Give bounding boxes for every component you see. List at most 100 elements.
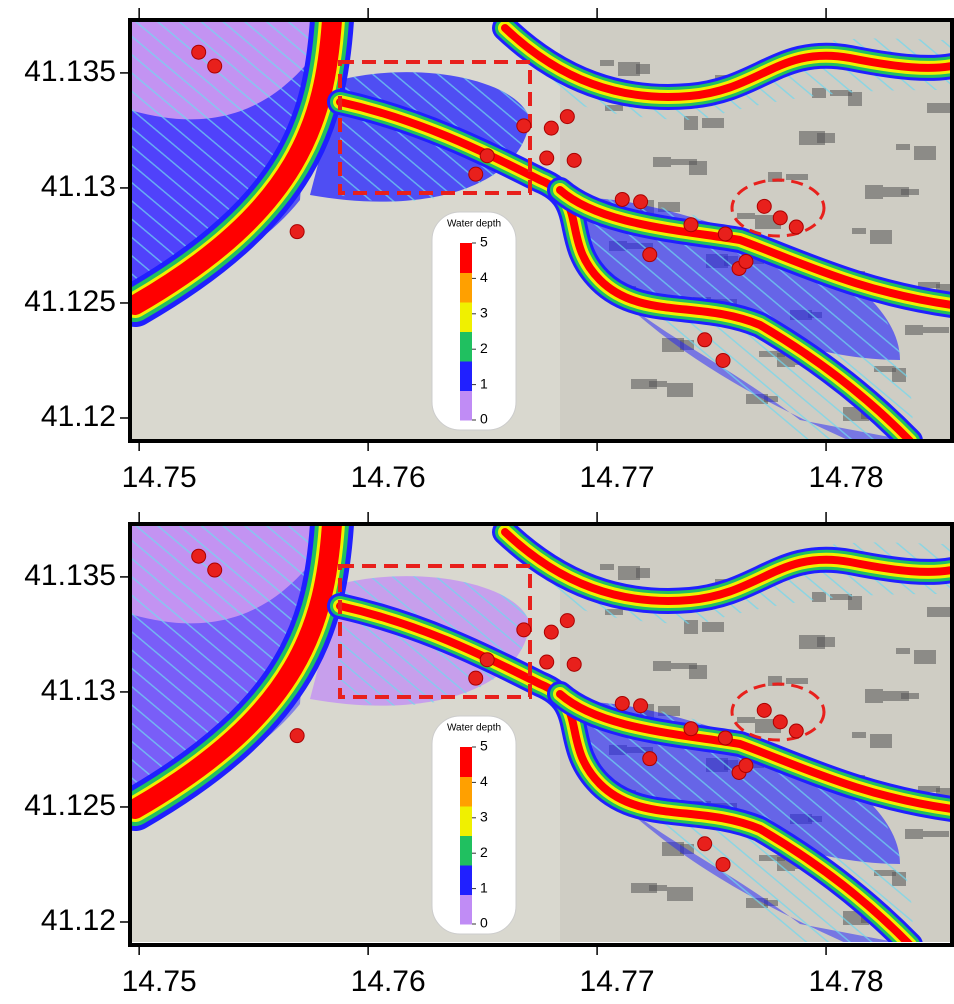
observation-point (789, 724, 803, 738)
building (870, 230, 892, 244)
colorbar-tick-label: 2 (480, 844, 488, 860)
building (653, 661, 671, 671)
observation-point (739, 255, 753, 269)
observation-point (480, 149, 494, 163)
building (600, 564, 614, 570)
building (817, 637, 835, 647)
observation-point (480, 653, 494, 667)
building (901, 189, 919, 195)
x-tick-label: 14.75 (122, 965, 197, 998)
observation-point (716, 353, 730, 367)
map-layer (130, 20, 953, 441)
building (848, 92, 862, 106)
legend-title: Water depth (447, 723, 501, 734)
colorbar-segment (460, 243, 472, 273)
observation-point (773, 211, 787, 225)
colorbar-tick-label: 3 (480, 809, 488, 825)
building (865, 185, 883, 199)
building (786, 174, 808, 180)
y-tick-label: 41.125 (24, 789, 116, 822)
observation-point (540, 655, 554, 669)
colorbar-segment (460, 865, 472, 895)
building (653, 157, 671, 167)
observation-point (634, 699, 648, 713)
building (737, 213, 755, 219)
building (667, 383, 693, 397)
building (649, 885, 667, 891)
map-panel (130, 524, 953, 945)
observation-point (567, 153, 581, 167)
x-tick-label: 14.76 (351, 461, 426, 494)
colorbar-segment (460, 747, 472, 777)
building (927, 607, 953, 617)
y-tick-label: 41.13 (41, 674, 116, 707)
y-tick-label: 41.13 (41, 170, 116, 203)
observation-point (615, 696, 629, 710)
observation-point (208, 59, 222, 73)
building (870, 734, 892, 748)
building (914, 146, 936, 160)
building (848, 596, 862, 610)
colorbar-tick-label: 0 (480, 915, 488, 931)
y-tick-label: 41.135 (24, 55, 116, 88)
building (901, 693, 919, 699)
x-tick-label: 14.78 (809, 461, 884, 494)
colorbar-tick-label: 4 (480, 773, 488, 789)
observation-point (716, 857, 730, 871)
observation-point (290, 729, 304, 743)
observation-point (544, 121, 558, 135)
observation-point (540, 151, 554, 165)
observation-point (615, 192, 629, 206)
x-tick-label: 14.76 (351, 965, 426, 998)
observation-point (192, 45, 206, 59)
colorbar-tick-label: 3 (480, 305, 488, 321)
map-panel (130, 20, 953, 441)
observation-point (684, 218, 698, 232)
building (852, 732, 866, 738)
building (600, 60, 614, 66)
map-layer (130, 524, 953, 945)
observation-point (773, 715, 787, 729)
x-tick-label: 14.75 (122, 461, 197, 494)
building (905, 325, 923, 335)
colorbar-tick-label: 2 (480, 340, 488, 356)
y-tick-label: 41.12 (41, 400, 116, 433)
observation-point (517, 623, 531, 637)
building (702, 622, 724, 632)
y-tick-label: 41.12 (41, 904, 116, 937)
building (689, 161, 707, 175)
building (817, 133, 835, 143)
colorbar-segment (460, 895, 472, 925)
observation-point (698, 837, 712, 851)
observation-point (469, 671, 483, 685)
observation-point (290, 225, 304, 239)
observation-point (517, 119, 531, 133)
building (636, 568, 650, 578)
colorbar-segment (460, 391, 472, 421)
colorbar-segment (460, 806, 472, 836)
observation-point (643, 248, 657, 262)
observation-point (192, 549, 206, 563)
colorbar-tick-label: 5 (480, 738, 488, 754)
building (737, 717, 755, 723)
legend-box (432, 716, 516, 934)
building (923, 831, 949, 837)
colorbar-tick-label: 4 (480, 269, 488, 285)
x-tick-label: 14.78 (809, 965, 884, 998)
colorbar-segment (460, 361, 472, 391)
x-tick-label: 14.77 (580, 965, 655, 998)
x-tick-label: 14.77 (580, 461, 655, 494)
colorbar-segment (460, 777, 472, 807)
observation-point (560, 110, 574, 124)
building (689, 665, 707, 679)
observation-point (544, 625, 558, 639)
observation-point (757, 199, 771, 213)
building (636, 64, 650, 74)
observation-point (739, 759, 753, 773)
observation-point (684, 722, 698, 736)
observation-point (643, 752, 657, 766)
legend-title: Water depth (447, 219, 501, 230)
colorbar-segment (460, 273, 472, 303)
